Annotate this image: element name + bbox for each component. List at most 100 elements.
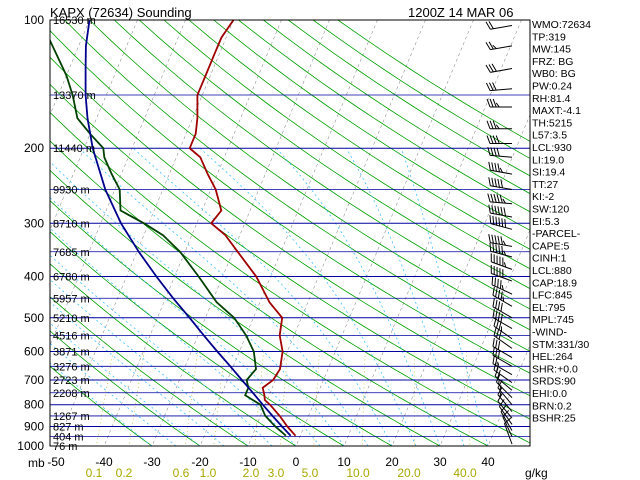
mixing-ratio-label: 3.0 [268, 466, 285, 480]
index-value: MPL:745 [532, 314, 574, 326]
index-value: CAPE:5 [532, 240, 570, 252]
isotherm-line [247, 20, 426, 446]
mixing-ratio-label: 20.0 [397, 466, 421, 480]
pressure-tick-label: 900 [24, 420, 44, 434]
wind-barb [487, 146, 513, 158]
height-label: 5957 m [53, 293, 90, 305]
index-value: MAXT:-4.1 [532, 105, 581, 117]
mixing-ratio-unit-label: g/kg [525, 466, 548, 480]
wind-barb [489, 215, 513, 230]
mixing-ratio-label: 0.1 [86, 466, 103, 480]
height-label: 5210 m [53, 313, 90, 325]
axis-labels: KAPX (72634) Sounding 1200Z 14 MAR 06 mb… [17, 5, 547, 480]
index-value: CAP:18.9 [532, 277, 577, 289]
temperature-tick-label: 0 [293, 455, 300, 469]
wind-barb [493, 327, 513, 349]
parcel-line [84, 20, 292, 437]
index-value: L57:3.5 [532, 130, 567, 142]
frame-border [49, 19, 531, 447]
dry-adiabat-line [263, 20, 530, 195]
index-value: BRN:0.2 [532, 400, 572, 412]
profile-lines [50, 20, 297, 437]
wind-barb [488, 204, 513, 218]
height-label: 1267 m [53, 411, 90, 423]
mixing-ratio-line [128, 351, 145, 446]
pressure-tick-label: 700 [24, 373, 44, 387]
index-value: -WIND- [532, 327, 567, 339]
index-value: LCL:930 [532, 142, 572, 154]
pressure-tick-label: 500 [24, 311, 44, 325]
temperature-tick-label: 40 [481, 455, 495, 469]
plot-frame [49, 19, 531, 447]
wind-barb [492, 338, 513, 358]
mixing-ratio-line [185, 351, 199, 446]
pressure-tick-label: 100 [24, 13, 44, 27]
index-value: SW:120 [532, 204, 569, 216]
index-value: WMO:72634 [532, 19, 591, 31]
temperature-tick-label: -30 [143, 455, 161, 469]
index-value: FRZ: BG [532, 56, 573, 68]
index-value: TH:5215 [532, 117, 572, 129]
index-value: WB0: BG [532, 68, 576, 80]
wind-barb [488, 161, 513, 175]
index-value: STM:331/30 [532, 339, 589, 351]
moist-adiabat-line [345, 148, 465, 446]
height-label: 76 m [53, 441, 77, 453]
height-label: 3871 m [53, 346, 90, 358]
wind-barb [485, 82, 513, 92]
index-value: EI:5.3 [532, 216, 560, 228]
mixing-ratio-label: 2.0 [243, 466, 260, 480]
pressure-tick-label: 1000 [17, 439, 44, 453]
pressure-tick-label: 300 [24, 216, 44, 230]
moist-adiabat-line [132, 147, 393, 446]
wind-barb [489, 242, 513, 258]
index-value: MW:145 [532, 44, 571, 56]
wind-barb [490, 253, 513, 270]
height-label: 13370 m [53, 90, 96, 102]
dewpoint-line [50, 38, 287, 437]
index-value: SRDS:90 [532, 376, 576, 388]
dry-adiabat-line [287, 20, 530, 177]
index-value: SHR:+0.0 [532, 363, 578, 375]
moist-adiabat-line [50, 278, 249, 446]
wind-barbs [485, 21, 513, 445]
pressure-unit-label: mb [28, 456, 45, 470]
temperature-tick-label: 30 [433, 455, 447, 469]
height-label: 3276 m [53, 361, 90, 373]
temperature-tick-label: -50 [47, 455, 65, 469]
wind-barb [488, 234, 513, 247]
pressure-tick-label: 800 [24, 398, 44, 412]
temperature-line [188, 20, 297, 437]
mixing-ratio-label: 0.2 [116, 466, 133, 480]
wind-barb [486, 135, 512, 145]
height-label: 4516 m [53, 330, 90, 342]
mixing-ratio-line [96, 351, 114, 446]
wind-barb [492, 346, 513, 367]
temperature-tick-label: -40 [95, 455, 113, 469]
mixing-ratio-label: 0.6 [173, 466, 190, 480]
wind-barb [486, 98, 512, 108]
moist-adiabat-line [50, 301, 225, 446]
height-label: 2723 m [53, 375, 90, 387]
moist-adiabat-line [199, 147, 417, 446]
wind-barb [486, 120, 512, 130]
index-value: KI:-2 [532, 191, 554, 203]
wind-barb [488, 177, 513, 191]
wind-barb [485, 41, 513, 51]
wind-barb [491, 276, 513, 295]
wind-barb [492, 286, 513, 307]
mixing-ratio-label: 40.0 [453, 466, 477, 480]
index-value: TP:319 [532, 31, 566, 43]
mixing-ratio-line [413, 351, 415, 446]
chart-title: KAPX (72634) Sounding [50, 5, 192, 20]
temperature-tick-label: -10 [239, 455, 257, 469]
moist-adiabat-line [400, 148, 489, 446]
height-label: 16530 m [53, 15, 96, 27]
pressure-tick-label: 600 [24, 344, 44, 358]
pressure-tick-label: 200 [24, 141, 44, 155]
moist-adiabat-line [50, 227, 297, 446]
index-value: LCL:880 [532, 265, 572, 277]
mixing-ratio-label: 5.0 [302, 466, 319, 480]
